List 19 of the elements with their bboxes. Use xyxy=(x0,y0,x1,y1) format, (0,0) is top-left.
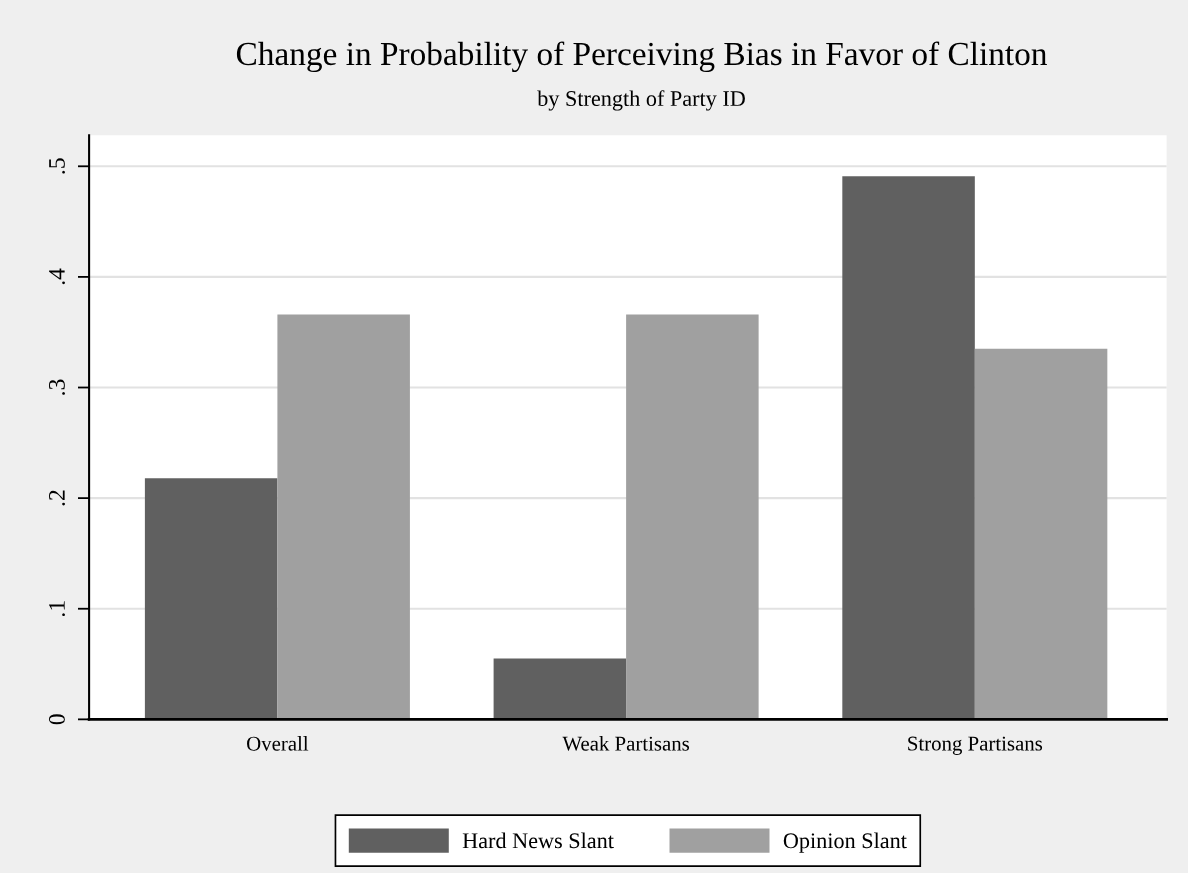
y-tick-label: 0 xyxy=(48,714,65,725)
legend-label: Hard News Slant xyxy=(462,832,614,849)
y-tick-label: .4 xyxy=(49,268,65,285)
chart-subtitle: by Strength of Party ID xyxy=(537,90,745,111)
y-tick-label: .2 xyxy=(48,490,65,506)
x-tick-label: Strong Partisans xyxy=(908,736,1043,755)
x-tick-label: Weak Partisans xyxy=(562,736,690,751)
y-tick-label: .3 xyxy=(48,379,65,395)
bar xyxy=(493,658,627,720)
bar xyxy=(974,348,1108,720)
bar xyxy=(277,314,410,720)
y-tick-label: .5 xyxy=(49,158,65,174)
chart-title: Change in Probability of Perceiving Bias in Favor of Clinton xyxy=(236,41,1047,73)
x-tick-label: Overall xyxy=(247,736,309,751)
legend-label: Opinion Slant xyxy=(783,832,907,853)
bar xyxy=(842,176,975,720)
bar xyxy=(144,478,278,720)
bar xyxy=(626,314,759,720)
y-tick-label: .1 xyxy=(49,601,65,617)
